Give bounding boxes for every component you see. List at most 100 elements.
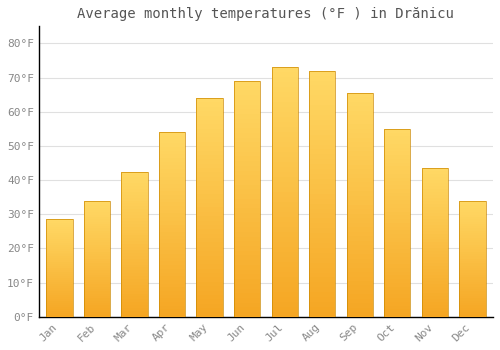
Bar — [272, 97, 298, 102]
Bar — [346, 156, 373, 160]
Bar — [384, 264, 410, 268]
Bar — [196, 264, 223, 269]
Bar — [346, 232, 373, 236]
Bar — [309, 218, 336, 223]
Bar — [84, 226, 110, 229]
Bar — [234, 288, 260, 293]
Bar — [46, 254, 72, 257]
Bar — [384, 302, 410, 306]
Bar — [460, 226, 485, 229]
Bar — [196, 308, 223, 313]
Bar — [84, 268, 110, 270]
Bar — [196, 124, 223, 129]
Bar — [384, 257, 410, 260]
Bar — [159, 147, 185, 151]
Bar — [309, 90, 336, 95]
Bar — [422, 257, 448, 260]
Bar — [309, 85, 336, 90]
Bar — [122, 270, 148, 273]
Bar — [346, 286, 373, 290]
Bar — [460, 256, 485, 259]
Bar — [234, 81, 260, 86]
Bar — [234, 175, 260, 180]
Bar — [460, 263, 485, 266]
Bar — [460, 245, 485, 247]
Bar — [272, 82, 298, 87]
Bar — [159, 232, 185, 236]
Bar — [196, 186, 223, 190]
Bar — [46, 299, 72, 301]
Bar — [196, 290, 223, 295]
Bar — [196, 129, 223, 133]
Bar — [384, 230, 410, 234]
Bar — [46, 241, 72, 243]
Bar — [234, 124, 260, 128]
Bar — [84, 266, 110, 268]
Bar — [272, 147, 298, 152]
Bar — [46, 260, 72, 262]
Bar — [196, 251, 223, 256]
Bar — [422, 308, 448, 311]
Bar — [159, 214, 185, 217]
Bar — [122, 232, 148, 236]
Bar — [272, 102, 298, 107]
Bar — [346, 245, 373, 250]
Bar — [346, 227, 373, 232]
Bar — [309, 80, 336, 85]
Bar — [234, 86, 260, 90]
Bar — [84, 312, 110, 315]
Bar — [460, 201, 485, 317]
Bar — [122, 212, 148, 215]
Bar — [159, 261, 185, 265]
Bar — [84, 229, 110, 231]
Bar — [46, 303, 72, 305]
Bar — [234, 246, 260, 251]
Bar — [346, 281, 373, 286]
Bar — [422, 186, 448, 189]
Bar — [460, 270, 485, 273]
Bar — [309, 228, 336, 233]
Bar — [346, 120, 373, 124]
Bar — [422, 198, 448, 201]
Bar — [84, 282, 110, 284]
Bar — [384, 306, 410, 309]
Bar — [272, 187, 298, 192]
Bar — [234, 293, 260, 298]
Bar — [46, 278, 72, 280]
Bar — [46, 295, 72, 297]
Bar — [422, 201, 448, 204]
Bar — [234, 166, 260, 170]
Bar — [346, 187, 373, 191]
Bar — [460, 231, 485, 233]
Bar — [159, 247, 185, 250]
Bar — [234, 170, 260, 175]
Bar — [272, 72, 298, 77]
Bar — [460, 280, 485, 282]
Bar — [122, 288, 148, 290]
Bar — [460, 203, 485, 205]
Bar — [309, 278, 336, 282]
Bar — [234, 279, 260, 284]
Bar — [272, 197, 298, 202]
Bar — [384, 152, 410, 155]
Bar — [460, 287, 485, 289]
Bar — [122, 198, 148, 201]
Bar — [422, 311, 448, 314]
Bar — [234, 109, 260, 114]
Bar — [84, 254, 110, 256]
Bar — [84, 205, 110, 208]
Bar — [309, 140, 336, 145]
Bar — [84, 284, 110, 287]
Bar — [460, 205, 485, 208]
Bar — [196, 273, 223, 278]
Bar — [309, 135, 336, 140]
Bar — [384, 159, 410, 163]
Bar — [309, 120, 336, 125]
Bar — [122, 244, 148, 247]
Bar — [159, 243, 185, 247]
Bar — [384, 208, 410, 211]
Bar — [234, 223, 260, 227]
Bar — [84, 212, 110, 215]
Bar — [309, 125, 336, 130]
Bar — [384, 241, 410, 245]
